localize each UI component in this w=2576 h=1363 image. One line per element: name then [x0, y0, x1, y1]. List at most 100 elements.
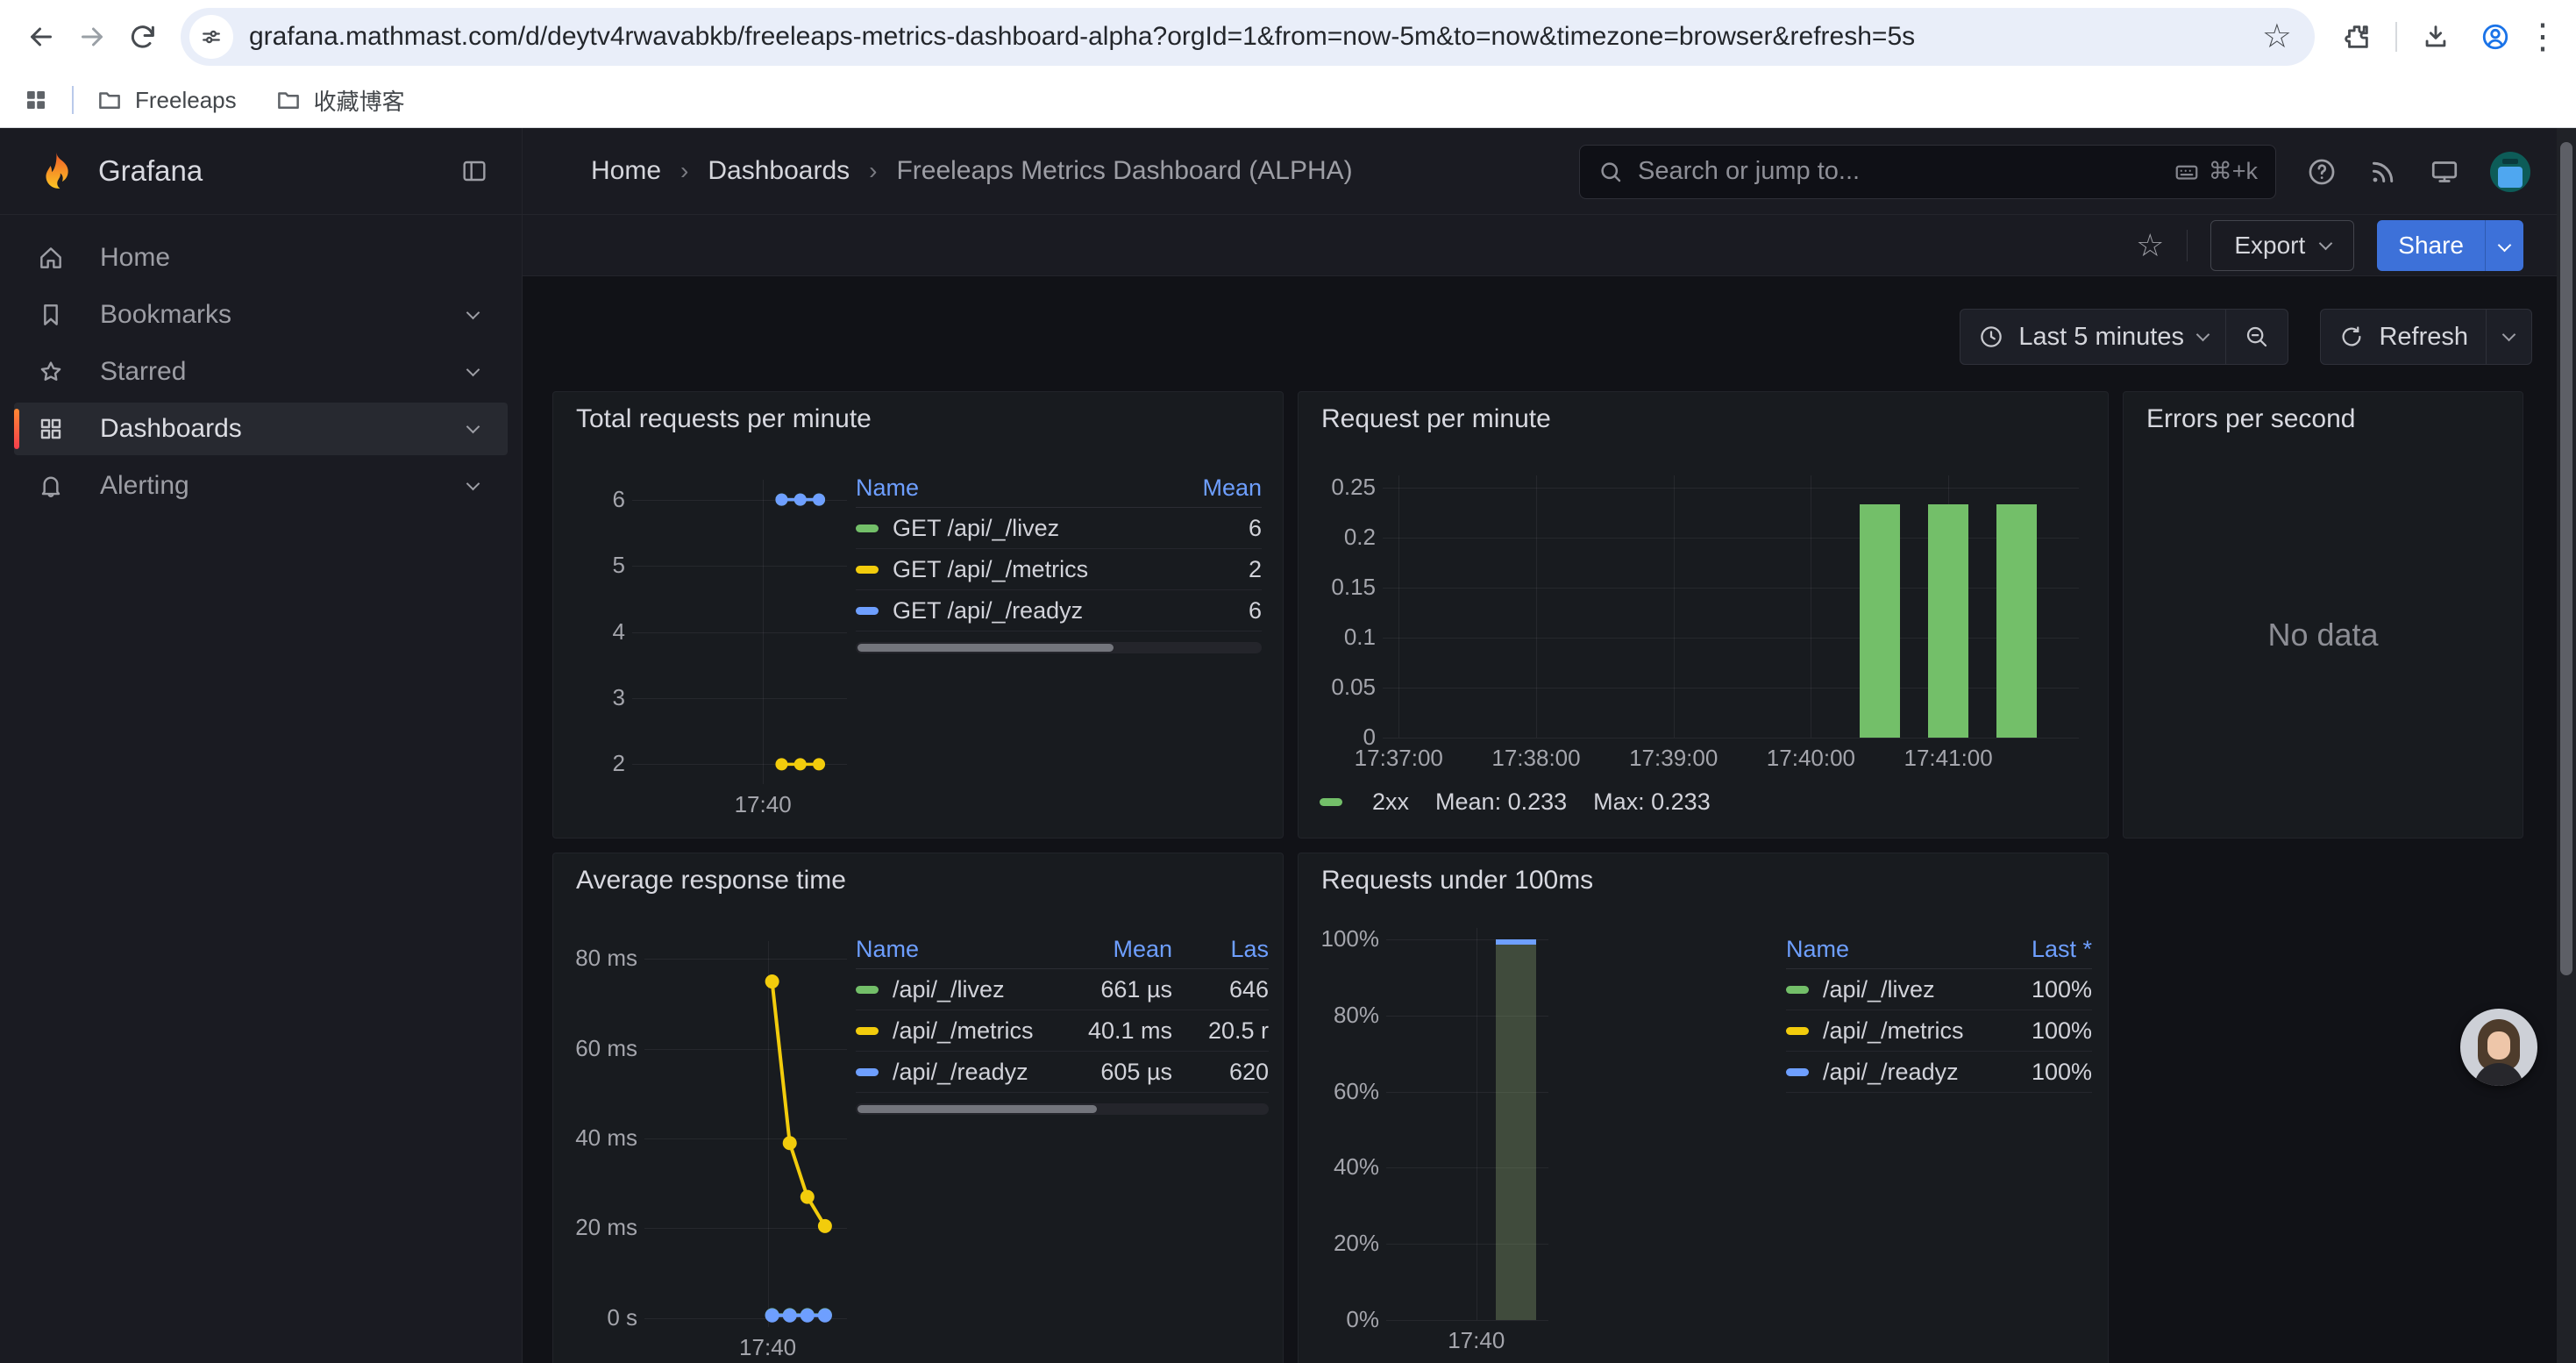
x-axis: 17:40	[1386, 1320, 1548, 1355]
sidebar-item-home[interactable]: Home	[14, 232, 508, 284]
legend-inline[interactable]: 2xx Mean: 0.233 Max: 0.233	[1320, 789, 1711, 816]
scrollbar-thumb[interactable]	[2560, 142, 2572, 975]
legend-row[interactable]: GET /api/_/metrics2	[856, 549, 1262, 590]
legend-row[interactable]: /api/_/readyz100%	[1786, 1052, 2092, 1093]
chevron-down-icon	[2196, 328, 2210, 342]
extensions-icon[interactable]	[2332, 12, 2381, 61]
bookmarks-separator	[72, 86, 74, 114]
kiosk-monitor-icon[interactable]	[2429, 156, 2460, 188]
gridline-v	[1398, 475, 1399, 738]
sidebar-item-bookmarks[interactable]: Bookmarks	[14, 289, 508, 341]
legend-column-header[interactable]: Name	[856, 475, 1156, 502]
share-menu-button[interactable]	[2485, 220, 2523, 271]
bookmark-label: 收藏博客	[314, 84, 405, 117]
chart-plot[interactable]	[1383, 475, 2079, 738]
legend-column-header[interactable]: Mean	[1041, 936, 1172, 963]
legend-column-header[interactable]: Name	[1786, 936, 1978, 963]
bar[interactable]	[1860, 504, 1900, 738]
sidebar-toggle-icon[interactable]	[460, 157, 488, 185]
export-button[interactable]: Export	[2210, 220, 2354, 271]
bar[interactable]	[1496, 939, 1536, 1320]
legend-row[interactable]: GET /api/_/livez6	[856, 508, 1262, 549]
legend-table: NameLast */api/_/livez100%/api/_/metrics…	[1786, 931, 2092, 1093]
sidebar-item-alerting[interactable]: Alerting	[14, 460, 508, 512]
legend-scrollbar[interactable]	[856, 1103, 1269, 1115]
time-range-picker[interactable]: Last 5 minutes	[1960, 310, 2225, 364]
dashboard-toolbar: ☆ Export Share	[523, 215, 2576, 276]
series-name: /api/_/metrics	[893, 1017, 1034, 1045]
breadcrumb: Home › Dashboards › Freeleaps Metrics Da…	[523, 156, 1353, 186]
refresh-group: Refresh	[2320, 309, 2532, 365]
y-axis-tick: 4	[613, 618, 625, 646]
url-bar[interactable]: grafana.mathmast.com/d/deytv4rwavabkb/fr…	[181, 8, 2315, 66]
help-icon[interactable]	[2306, 156, 2338, 188]
panel-title[interactable]: Total requests per minute	[576, 404, 872, 434]
chart-plot[interactable]	[632, 480, 847, 784]
share-button[interactable]: Share	[2377, 220, 2485, 271]
grafana-logo[interactable]	[33, 149, 77, 193]
search-input[interactable]: Search or jump to... ⌘+k	[1579, 145, 2276, 199]
breadcrumb-dashboards[interactable]: Dashboards	[708, 156, 850, 186]
scrollbar-thumb[interactable]	[857, 644, 1114, 652]
news-rss-icon[interactable]	[2367, 156, 2399, 188]
favorite-star-icon[interactable]: ☆	[2136, 230, 2164, 261]
series-name: GET /api/_/readyz	[893, 597, 1083, 624]
panel-title[interactable]: Request per minute	[1321, 404, 1551, 434]
legend-row[interactable]: /api/_/livez100%	[1786, 969, 2092, 1010]
refresh-button[interactable]: Refresh	[2321, 310, 2486, 364]
sidebar-item-starred[interactable]: Starred	[14, 346, 508, 398]
series-name: GET /api/_/livez	[893, 515, 1059, 542]
apps-grid-icon[interactable]	[23, 87, 49, 113]
sidebar-item-dashboards[interactable]: Dashboards	[14, 403, 508, 455]
gridline-v	[1674, 475, 1675, 738]
series-name[interactable]: 2xx	[1372, 789, 1409, 816]
browser-chrome: grafana.mathmast.com/d/deytv4rwavabkb/fr…	[0, 0, 2576, 128]
browser-profile-icon[interactable]	[2471, 12, 2520, 61]
header-right: Search or jump to... ⌘+k	[1579, 128, 2530, 215]
bar[interactable]	[1928, 504, 1968, 738]
legend-column-header[interactable]: Name	[856, 936, 1041, 963]
chart-plot[interactable]	[644, 941, 847, 1327]
browser-menu-icon[interactable]: ⋮	[2525, 17, 2560, 57]
legend-column-header[interactable]: Las	[1172, 936, 1269, 963]
zoom-out-button[interactable]	[2226, 310, 2288, 364]
bookmark-folder-freeleaps[interactable]: Freeleaps	[96, 87, 237, 114]
legend-row[interactable]: /api/_/readyz605 µs620	[856, 1052, 1269, 1093]
panel-title[interactable]: Errors per second	[2146, 404, 2355, 434]
legend-row[interactable]: /api/_/metrics100%	[1786, 1010, 2092, 1052]
series-name: /api/_/livez	[1823, 976, 1935, 1003]
bookmark-folder-blogs[interactable]: 收藏博客	[275, 84, 405, 117]
x-axis-tick: 17:40	[739, 1334, 796, 1361]
forward-icon[interactable]	[67, 11, 117, 62]
legend-row[interactable]: /api/_/metrics40.1 ms20.5 r	[856, 1010, 1269, 1052]
panel-title[interactable]: Requests under 100ms	[1321, 866, 1593, 896]
legend-value: 100%	[1978, 1017, 2092, 1045]
refresh-interval-button[interactable]	[2487, 310, 2531, 364]
x-axis-tick: 17:40	[1448, 1327, 1505, 1354]
bar[interactable]	[1996, 504, 2037, 738]
grafana-header: Home › Dashboards › Freeleaps Metrics Da…	[523, 128, 2576, 215]
window-scrollbar[interactable]	[2557, 128, 2576, 1363]
legend-row[interactable]: /api/_/livez661 µs646	[856, 969, 1269, 1010]
bookmark-star-icon[interactable]: ☆	[2262, 20, 2292, 54]
legend-value: 2	[1156, 556, 1262, 583]
floating-assistant-avatar[interactable]	[2460, 1009, 2537, 1086]
series-color-pill	[856, 566, 879, 574]
user-avatar[interactable]	[2490, 152, 2530, 192]
breadcrumb-home[interactable]: Home	[591, 156, 661, 186]
chart-plot[interactable]	[1386, 928, 1548, 1320]
back-icon[interactable]	[16, 11, 67, 62]
reload-icon[interactable]	[117, 11, 168, 62]
legend-row[interactable]: GET /api/_/readyz6	[856, 590, 1262, 632]
legend-column-header[interactable]: Last *	[1978, 936, 2092, 963]
sidebar-item-label: Starred	[100, 357, 468, 387]
bell-icon	[37, 472, 65, 500]
chevron-down-icon	[466, 476, 480, 490]
legend-scrollbar[interactable]	[856, 642, 1262, 653]
site-settings-icon[interactable]	[189, 15, 233, 59]
scrollbar-thumb[interactable]	[857, 1105, 1097, 1113]
legend-column-header[interactable]: Mean	[1156, 475, 1262, 502]
zoom-out-icon	[2244, 324, 2270, 350]
downloads-icon[interactable]	[2411, 12, 2460, 61]
panel-title[interactable]: Average response time	[576, 866, 846, 896]
